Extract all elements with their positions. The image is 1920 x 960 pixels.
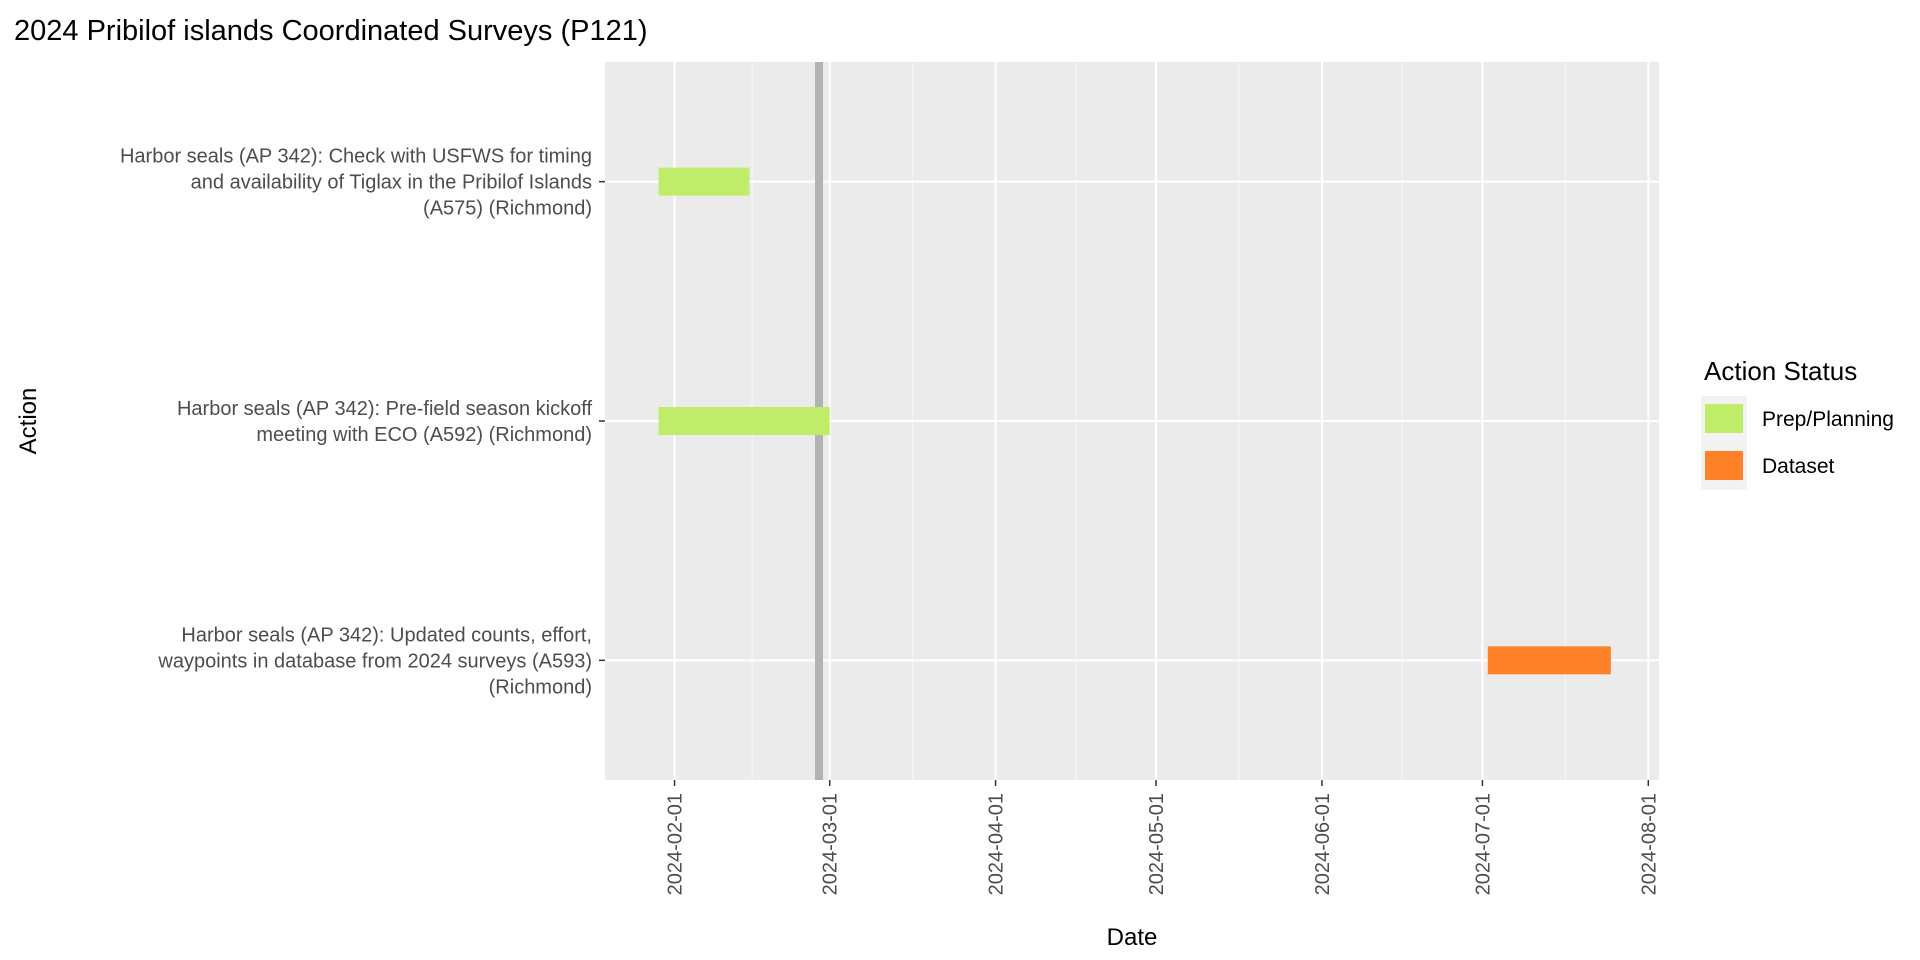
- x-tick-label: 2024-05-01: [1146, 793, 1168, 895]
- y-tick-label: Harbor seals (AP 342): Updated counts, e…: [181, 624, 592, 646]
- x-axis: 2024-02-01 2024-03-01 2024-04-01 2024-05-01…: [665, 780, 1660, 895]
- task-bar: [1487, 646, 1611, 675]
- x-tick-label: 2024-06-01: [1312, 793, 1334, 895]
- y-tick-label: (Richmond): [489, 676, 592, 698]
- x-tick-label: 2024-02-01: [665, 793, 687, 895]
- task-bars: [658, 167, 1611, 675]
- x-axis-title: Date: [1107, 924, 1158, 951]
- grid-lines: [605, 62, 1659, 780]
- y-tick-label: Harbor seals (AP 342): Pre-field season …: [177, 398, 592, 420]
- chart-title: 2024 Pribilof islands Coordinated Survey…: [14, 15, 648, 47]
- y-tick-label: Harbor seals (AP 342): Check with USFWS …: [120, 146, 592, 168]
- task-bar: [658, 167, 750, 196]
- y-tick-label: (A575) (Richmond): [423, 198, 592, 220]
- legend-label: Prep/Planning: [1762, 408, 1894, 431]
- x-tick-label: 2024-03-01: [820, 793, 842, 895]
- task-bar: [658, 407, 830, 435]
- y-axis: Harbor seals (AP 342): Check with USFWS …: [120, 146, 605, 698]
- y-tick-label: meeting with ECO (A592) (Richmond): [256, 424, 592, 446]
- x-tick-label: 2024-04-01: [986, 793, 1008, 895]
- legend-swatch: [1705, 451, 1743, 480]
- y-tick-label: waypoints in database from 2024 surveys …: [157, 650, 592, 672]
- legend-swatch: [1705, 404, 1743, 433]
- y-tick-label: and availability of Tiglax in the Pribil…: [191, 172, 592, 194]
- legend-label: Dataset: [1762, 455, 1835, 478]
- legend: Action Status Prep/Planning Dataset: [1701, 356, 1894, 490]
- x-tick-label: 2024-07-01: [1472, 793, 1494, 895]
- y-axis-title: Action: [15, 388, 42, 455]
- x-tick-label: 2024-08-01: [1638, 793, 1660, 895]
- legend-title: Action Status: [1704, 356, 1857, 386]
